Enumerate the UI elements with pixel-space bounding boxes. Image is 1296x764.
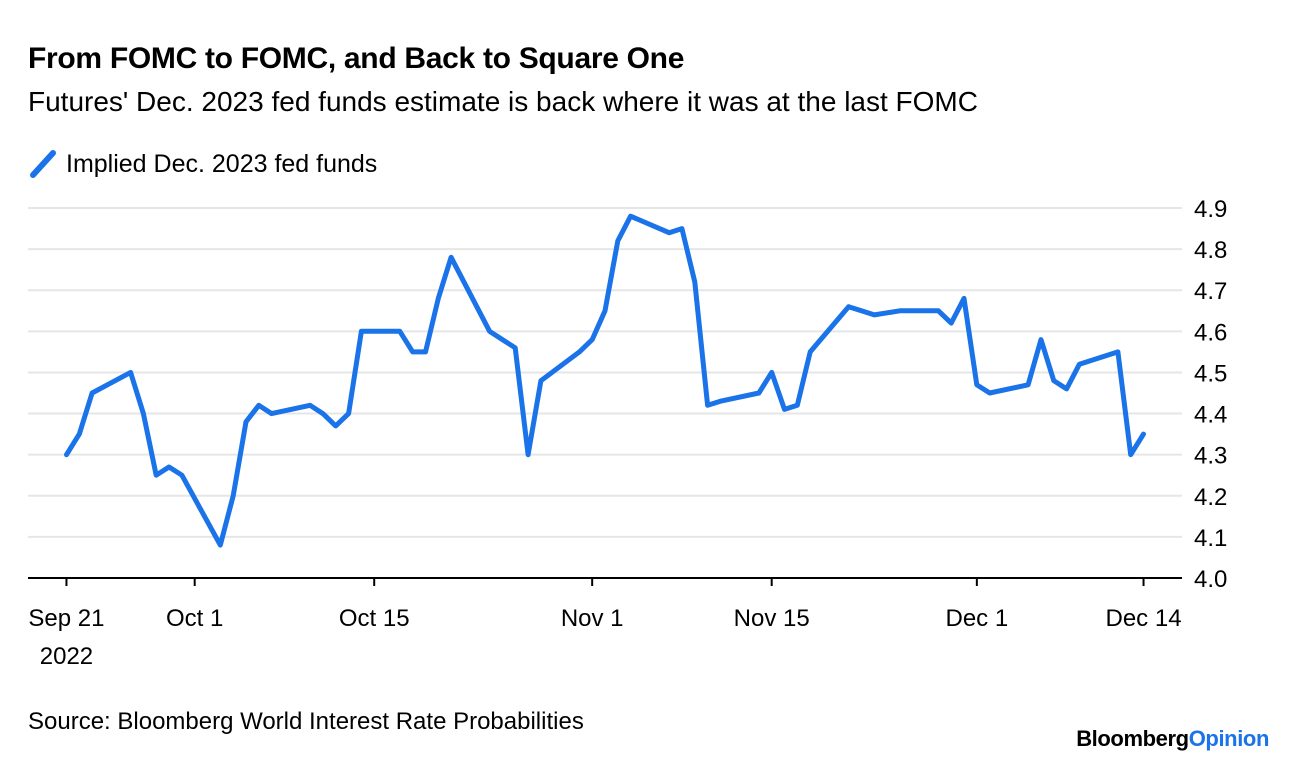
y-tick-label: 4.1 <box>1194 525 1227 552</box>
y-tick-label: 4.9 <box>1194 196 1227 223</box>
chart-subtitle: Futures' Dec. 2023 fed funds estimate is… <box>28 86 978 117</box>
y-tick-label: 4.6 <box>1194 319 1227 346</box>
x-tick-label: Nov 15 <box>734 605 810 632</box>
source-note: Source: Bloomberg World Interest Rate Pr… <box>28 708 584 735</box>
legend-line-icon <box>30 150 56 178</box>
x-tick-label: Oct 15 <box>339 605 410 632</box>
y-tick-label: 4.4 <box>1194 402 1227 429</box>
x-tick-label: Oct 1 <box>166 605 223 632</box>
x-tick-label: Dec 1 <box>945 605 1008 632</box>
series-line <box>64 213 1146 548</box>
y-tick-label: 4.3 <box>1194 443 1227 470</box>
legend-label: Implied Dec. 2023 fed funds <box>66 149 378 178</box>
x-tick-sublabel: 2022 <box>40 643 93 670</box>
x-tick-label: Dec 14 <box>1106 605 1182 632</box>
x-tick-label: Nov 1 <box>561 605 624 632</box>
x-tick-label: Sep 21 <box>28 605 104 632</box>
y-tick-label: 4.2 <box>1194 484 1227 511</box>
y-tick-label: 4.8 <box>1194 237 1227 264</box>
y-tick-label: 4.5 <box>1194 360 1227 387</box>
brand-logo: BloombergOpinion <box>1076 726 1269 751</box>
legend: Implied Dec. 2023 fed funds <box>28 148 377 180</box>
y-tick-label: 4.7 <box>1194 278 1227 305</box>
y-tick-label: 4.0 <box>1194 566 1227 593</box>
chart-title: From FOMC to FOMC, and Back to Square On… <box>28 42 685 75</box>
